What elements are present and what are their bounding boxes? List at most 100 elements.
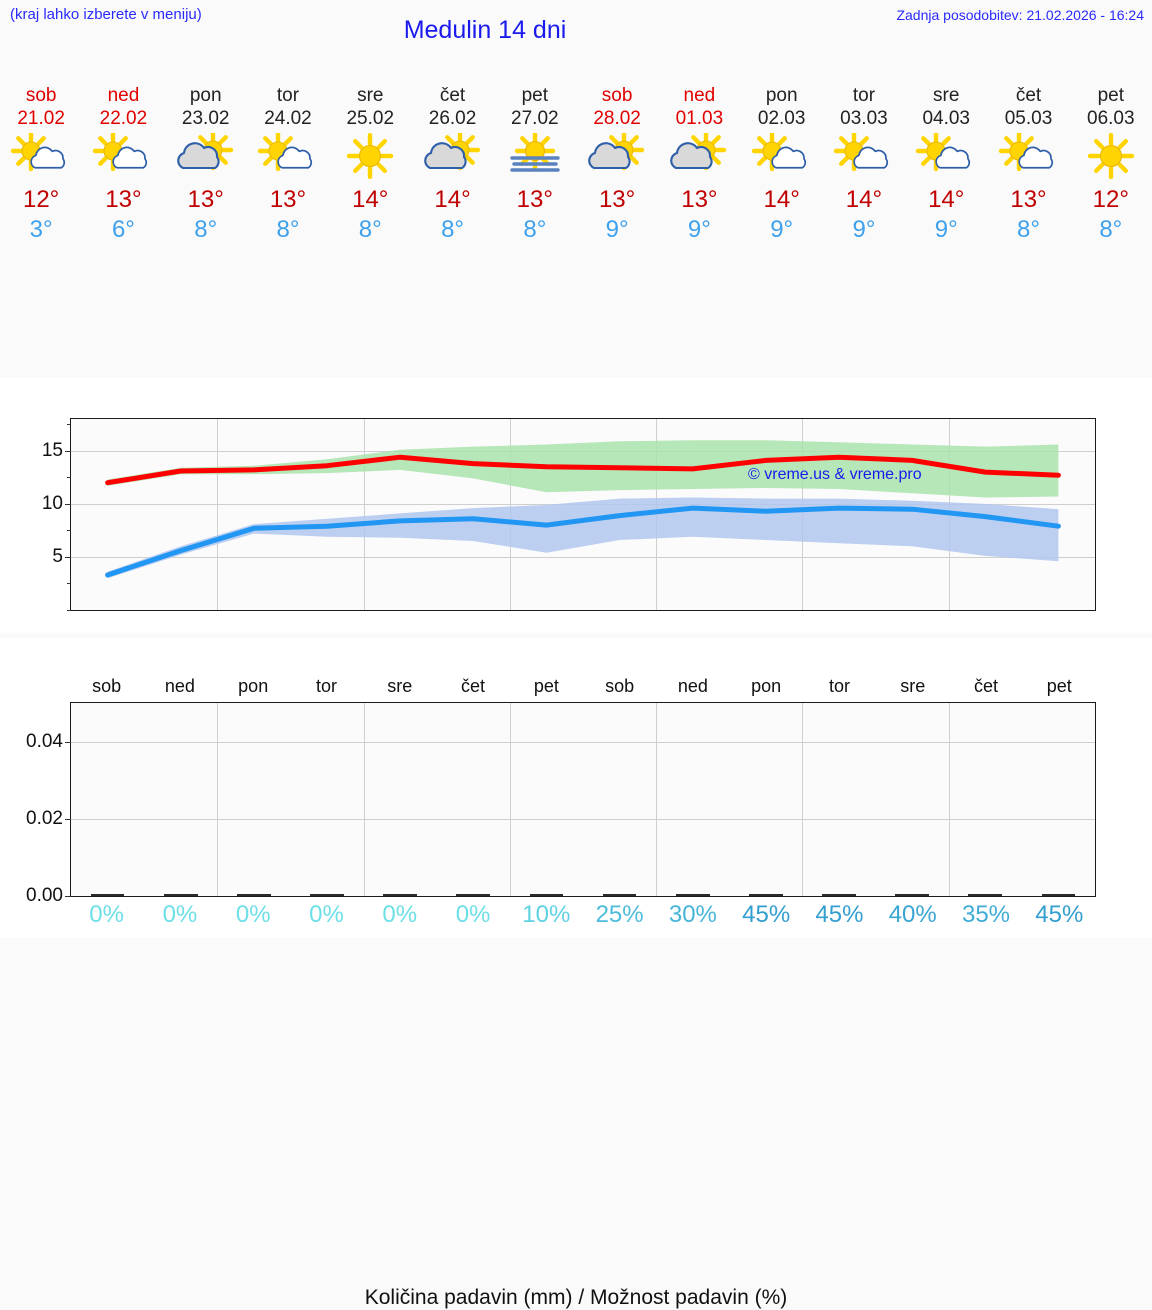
temperature-max-value: 13° — [105, 186, 142, 213]
day-of-week-label: sre — [933, 85, 960, 106]
precipitation-probability-label: 45% — [815, 901, 864, 928]
temperature-max-value: 12° — [1092, 186, 1129, 213]
cloud-sun-icon — [417, 133, 489, 179]
forecast-day-column[interactable]: pet 06.03 12° 8° — [1070, 84, 1152, 270]
day-date-label: 24.02 — [264, 108, 312, 129]
temperature-min-value: 9° — [770, 216, 794, 243]
gridline-vertical — [217, 703, 219, 896]
precipitation-bar — [237, 894, 271, 896]
precipitation-day-label: sob — [605, 676, 635, 696]
forecast-day-column[interactable]: sob 21.02 12° 3° — [0, 84, 82, 270]
day-date-label: 27.02 — [511, 108, 559, 129]
day-date-label: 21.02 — [17, 108, 65, 129]
temperature-min-value: 9° — [605, 216, 629, 243]
temperature-max-value: 13° — [598, 186, 636, 213]
temperature-min-value: 8° — [523, 216, 547, 243]
temperature-min-value: 8° — [1017, 216, 1040, 243]
sun-cloud-icon — [746, 133, 818, 179]
y-axis-tick-label: 15 — [41, 439, 63, 461]
temperature-max-value: 14° — [763, 186, 800, 213]
day-date-label: 03.03 — [840, 108, 888, 129]
precipitation-bar — [383, 894, 417, 896]
forecast-day-column[interactable]: ned 01.03 13° 9° — [658, 84, 740, 270]
sun-cloud-icon — [87, 133, 159, 179]
y-axis-minor-tick — [67, 424, 71, 426]
y-axis-minor-tick — [67, 477, 71, 479]
copyright-watermark: © vreme.us & vreme.pro — [748, 466, 922, 483]
forecast-day-column[interactable]: sre 04.03 14° 9° — [905, 84, 987, 270]
temperature-min-value: 9° — [852, 216, 876, 243]
precipitation-probability-row: 0% 0% 0% 0% 0% 0% 10% 25% 30% 45% 45% 40% 35% 45% — [0, 901, 1152, 941]
y-axis-tick-label: 0.04 — [26, 730, 63, 752]
day-of-week-label: čet — [1015, 85, 1042, 106]
day-date-label: 23.02 — [181, 108, 230, 129]
gridline-vertical — [509, 703, 511, 896]
y-axis-minor-tick — [67, 610, 71, 611]
sun-icon — [334, 133, 406, 179]
precipitation-probability-label: 35% — [961, 901, 1011, 928]
temperature-max-value: 14° — [928, 186, 965, 213]
cloud-sun-icon — [170, 133, 242, 179]
precipitation-probability-label: 0% — [89, 901, 124, 928]
temperature-min-value: 3° — [29, 216, 53, 243]
precipitation-day-label: ned — [164, 676, 195, 696]
day-of-week-label: pon — [765, 85, 798, 106]
precipitation-bar — [602, 894, 637, 896]
forecast-day-column[interactable]: sre 25.02 14° 8° — [329, 84, 411, 270]
temperature-min-value: 8° — [1099, 216, 1123, 243]
day-of-week-label: ned — [683, 85, 716, 106]
day-date-label: 05.03 — [1004, 108, 1053, 129]
precipitation-day-labels: sob ned pon tor sre čet pet sob ned pon tor sre čet p… — [0, 676, 1152, 700]
temperature-min-value: 9° — [687, 216, 711, 243]
gridline-vertical — [948, 703, 950, 896]
cloud-sun-icon — [663, 133, 735, 179]
precipitation-day-label: tor — [315, 676, 337, 696]
precipitation-day-label: pet — [1046, 676, 1072, 696]
precipitation-bar — [90, 894, 125, 896]
day-of-week-label: sob — [25, 85, 57, 106]
temperature-max-value: 13° — [516, 186, 553, 213]
temperature-max-value: 13° — [269, 186, 307, 213]
y-axis-tick-mark — [65, 450, 71, 452]
day-of-week-label: pet — [1097, 85, 1124, 106]
forecast-day-column[interactable]: pon 23.02 13° 8° — [165, 84, 247, 270]
precipitation-probability-label: 30% — [668, 901, 717, 928]
forecast-day-column[interactable]: tor 03.03 14° 9° — [823, 84, 905, 270]
day-date-label: 06.03 — [1087, 108, 1135, 129]
forecast-day-column[interactable]: pon 02.03 14° 9° — [741, 84, 823, 270]
temperature-min-value: 6° — [111, 216, 135, 243]
temperature-max-value: 14° — [434, 186, 471, 213]
precipitation-probability-label: 45% — [1035, 901, 1084, 928]
day-of-week-label: čet — [439, 85, 466, 106]
precipitation-day-label: sre — [387, 676, 413, 696]
temperature-max-value: 13° — [1010, 186, 1047, 213]
forecast-day-column[interactable]: ned 22.02 13° 6° — [82, 84, 164, 270]
temperature-min-value: 8° — [276, 216, 300, 243]
y-axis-tick-mark — [65, 818, 71, 820]
temperature-uncertainty-band — [107, 497, 1059, 579]
precipitation-bar — [749, 894, 783, 896]
forecast-day-column[interactable]: tor 24.02 13° 8° — [247, 84, 329, 270]
gridline-vertical — [217, 419, 219, 610]
temperature-min-value: 8° — [358, 216, 382, 243]
gridline-vertical — [656, 703, 658, 896]
day-date-label: 25.02 — [346, 108, 395, 129]
precipitation-probability-label: 0% — [455, 901, 491, 928]
forecast-day-column[interactable]: pet 27.02 13° 8° — [494, 84, 576, 270]
y-axis-tick-mark — [65, 503, 71, 505]
forecast-day-column[interactable]: sob 28.02 13° 9° — [576, 84, 658, 270]
precipitation-probability-label: 0% — [235, 901, 271, 928]
precipitation-day-label: pet — [533, 676, 559, 696]
sun-cloud-icon — [828, 133, 900, 179]
day-of-week-label: pon — [189, 85, 222, 106]
precipitation-bar — [456, 894, 491, 896]
gridline-vertical — [802, 703, 804, 896]
day-date-label: 28.02 — [593, 108, 641, 129]
temperature-max-value: 14° — [352, 186, 389, 213]
forecast-day-column[interactable]: čet 05.03 13° 8° — [987, 84, 1069, 270]
temperature-line — [105, 505, 1061, 578]
sun-fog-icon — [499, 133, 571, 179]
forecast-day-column[interactable]: čet 26.02 14° 8° — [411, 84, 493, 270]
day-of-week-label: tor — [276, 85, 300, 106]
day-of-week-label: pet — [521, 85, 549, 106]
